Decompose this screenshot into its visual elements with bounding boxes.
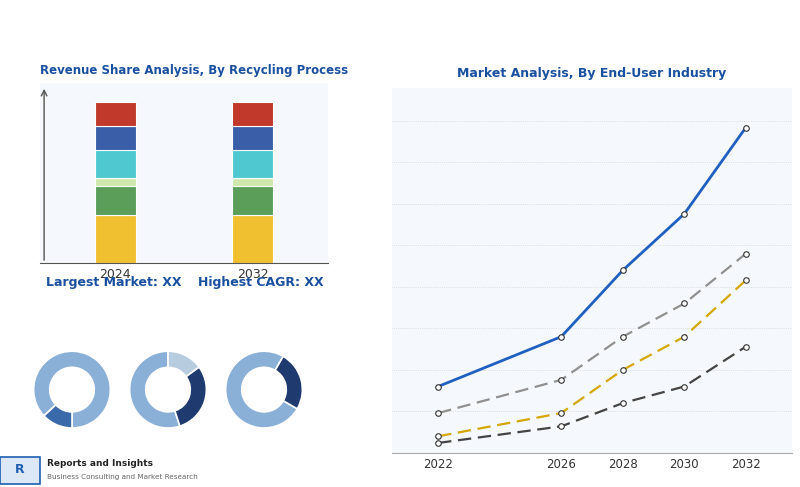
- Text: Reports and Insights: Reports and Insights: [47, 459, 153, 468]
- Wedge shape: [44, 405, 72, 428]
- Wedge shape: [130, 351, 180, 428]
- Bar: [232, 215, 273, 263]
- Bar: [95, 215, 136, 263]
- Wedge shape: [275, 356, 302, 409]
- Bar: [232, 150, 273, 178]
- Wedge shape: [168, 351, 199, 376]
- Text: R: R: [15, 463, 25, 476]
- Text: Highest CAGR: XX: Highest CAGR: XX: [198, 276, 324, 289]
- Text: Revenue Share Analysis, By Recycling Process: Revenue Share Analysis, By Recycling Pro…: [40, 64, 348, 77]
- Text: GLOBAL ADVANCED BATTERY RECYCLING TECHNOLOGIES MARKET SEGMENT ANALYSIS: GLOBAL ADVANCED BATTERY RECYCLING TECHNO…: [62, 26, 738, 40]
- Wedge shape: [226, 351, 298, 428]
- Text: Largest Market: XX: Largest Market: XX: [46, 276, 182, 289]
- FancyBboxPatch shape: [0, 457, 40, 484]
- Bar: [95, 102, 136, 126]
- Bar: [232, 178, 273, 186]
- Bar: [95, 126, 136, 150]
- Bar: [95, 186, 136, 215]
- Bar: [232, 126, 273, 150]
- Bar: [95, 150, 136, 178]
- Bar: [232, 102, 273, 126]
- Wedge shape: [34, 351, 110, 428]
- Bar: [232, 186, 273, 215]
- Bar: [95, 178, 136, 186]
- Text: Business Consulting and Market Research: Business Consulting and Market Research: [47, 474, 198, 480]
- Wedge shape: [175, 367, 206, 426]
- Title: Market Analysis, By End-User Industry: Market Analysis, By End-User Industry: [458, 67, 726, 79]
